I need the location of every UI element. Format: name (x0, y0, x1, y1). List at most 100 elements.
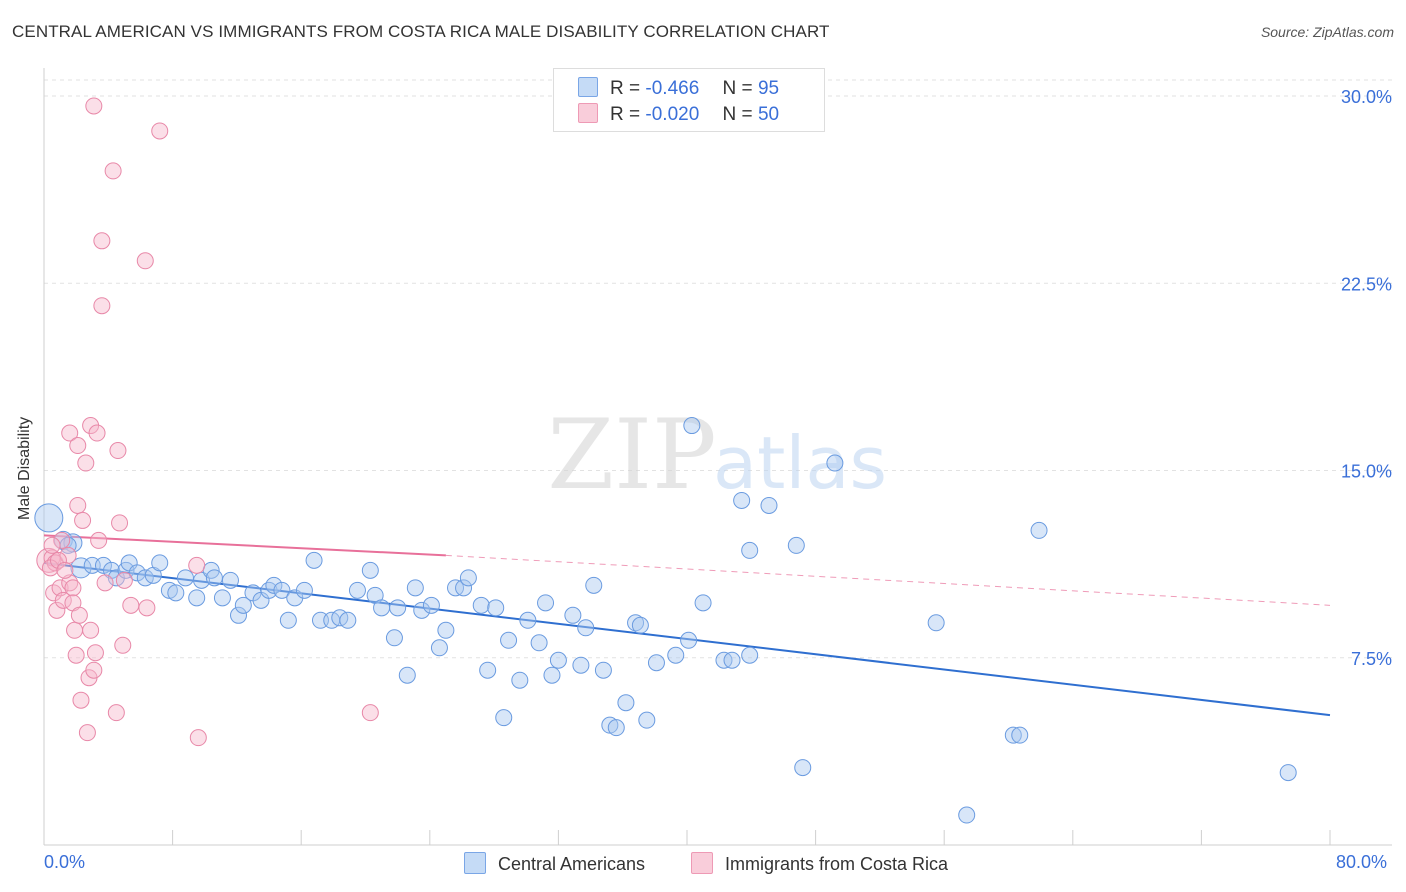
point-costa-rica (109, 442, 127, 460)
point-central-american (472, 596, 490, 614)
point-central-american (572, 656, 590, 674)
point-central-american (176, 569, 194, 587)
point-central-american (958, 806, 976, 824)
point-central-american (1011, 726, 1029, 744)
point-central-american (188, 589, 206, 607)
point-central-american (205, 569, 223, 587)
point-central-american (543, 666, 561, 684)
point-central-american (348, 581, 366, 599)
point-central-american (741, 541, 759, 559)
point-costa-rica (69, 437, 87, 455)
point-central-american (594, 661, 612, 679)
point-central-american (667, 646, 685, 664)
point-central-american (221, 571, 239, 589)
point-central-american (34, 503, 64, 533)
point-central-american (733, 491, 751, 509)
point-central-american (638, 711, 656, 729)
trend-line-costa-rica-extension (445, 554, 1331, 606)
bottom-legend-costa-rica: Immigrants from Costa Rica (691, 852, 948, 875)
point-central-american (1279, 764, 1297, 782)
point-costa-rica (85, 97, 103, 115)
point-central-american (295, 581, 313, 599)
point-costa-rica (151, 122, 169, 140)
point-central-american (647, 654, 665, 672)
point-costa-rica (56, 561, 74, 579)
point-costa-rica (78, 724, 96, 742)
y-tick-label: 22.5% (1341, 274, 1392, 294)
point-costa-rica (72, 691, 90, 709)
trend-line-costa-rica (43, 534, 446, 557)
point-costa-rica (49, 551, 67, 569)
legend-r-label: R = (610, 78, 641, 99)
point-costa-rica (114, 636, 132, 654)
point-central-american (530, 634, 548, 652)
point-central-american (437, 621, 455, 639)
point-costa-rica (90, 531, 108, 549)
point-central-american (398, 666, 416, 684)
point-central-american (230, 606, 248, 624)
bottom-legend-swatch-blue (464, 852, 486, 874)
point-costa-rica (111, 514, 129, 532)
point-central-american (234, 596, 252, 614)
point-costa-rica (104, 162, 122, 180)
point-costa-rica (115, 571, 133, 589)
legend-row-central-americans: R = -0.466 N = 95 (578, 77, 779, 101)
legend-r-label: R = (610, 104, 641, 125)
trend-lines (43, 534, 1331, 717)
point-central-american (151, 554, 169, 572)
point-central-american (826, 454, 844, 472)
legend-n-label: N = (722, 78, 753, 99)
point-costa-rica (66, 621, 84, 639)
point-central-american (1004, 726, 1022, 744)
legend-row-costa-rica: R = -0.020 N = 50 (578, 103, 779, 127)
x-tick-label-min: 0.0% (44, 852, 86, 872)
point-central-american (607, 719, 625, 737)
legend-n-label: N = (722, 104, 753, 125)
point-central-american (406, 579, 424, 597)
point-central-american (585, 576, 603, 594)
point-central-american (413, 601, 431, 619)
axes (43, 68, 1392, 846)
point-costa-rica (67, 646, 85, 664)
point-costa-rica (43, 536, 61, 554)
point-costa-rica (93, 232, 111, 250)
grid-lines (44, 79, 1392, 659)
trend-line-central-americans (43, 561, 1331, 717)
legend-r-value: -0.020 (645, 104, 700, 125)
point-central-american (723, 651, 741, 669)
watermark-zip: ZIP (547, 399, 716, 511)
point-central-american (273, 581, 291, 599)
point-central-american (794, 759, 812, 777)
legend-swatch-pink (578, 103, 598, 123)
point-costa-rica (51, 579, 69, 597)
point-central-american (549, 651, 567, 669)
point-central-american (422, 596, 440, 614)
point-central-american (479, 661, 497, 679)
point-central-american (519, 611, 537, 629)
point-costa-rica (54, 591, 72, 609)
legend-swatch-blue (578, 77, 598, 97)
point-costa-rica (69, 496, 87, 514)
point-central-american (495, 709, 513, 727)
point-central-american (70, 557, 92, 579)
point-central-american (167, 584, 185, 602)
point-central-american (339, 611, 357, 629)
point-central-american (260, 581, 278, 599)
stats-legend: R = -0.466 N = 95 R = -0.020 N = 50 (553, 68, 825, 132)
y-tick-label: 30.0% (1341, 87, 1392, 107)
x-tick-label-max: 80.0% (1336, 852, 1388, 872)
watermark-atlas: atlas (713, 421, 887, 505)
legend-n-value: 95 (757, 78, 780, 99)
point-central-american (279, 611, 297, 629)
point-central-american (385, 629, 403, 647)
y-tick-labels: 7.5% 15.0% 22.5% 30.0% (1341, 87, 1392, 669)
point-costa-rica (93, 297, 111, 315)
point-costa-rica (61, 424, 79, 442)
y-tick-label: 15.0% (1341, 462, 1392, 482)
point-central-american (537, 594, 555, 612)
point-costa-rica (88, 424, 106, 442)
bottom-legend-swatch-pink (691, 852, 713, 874)
point-central-american (694, 594, 712, 612)
bottom-legend-label: Central Americans (498, 854, 646, 874)
